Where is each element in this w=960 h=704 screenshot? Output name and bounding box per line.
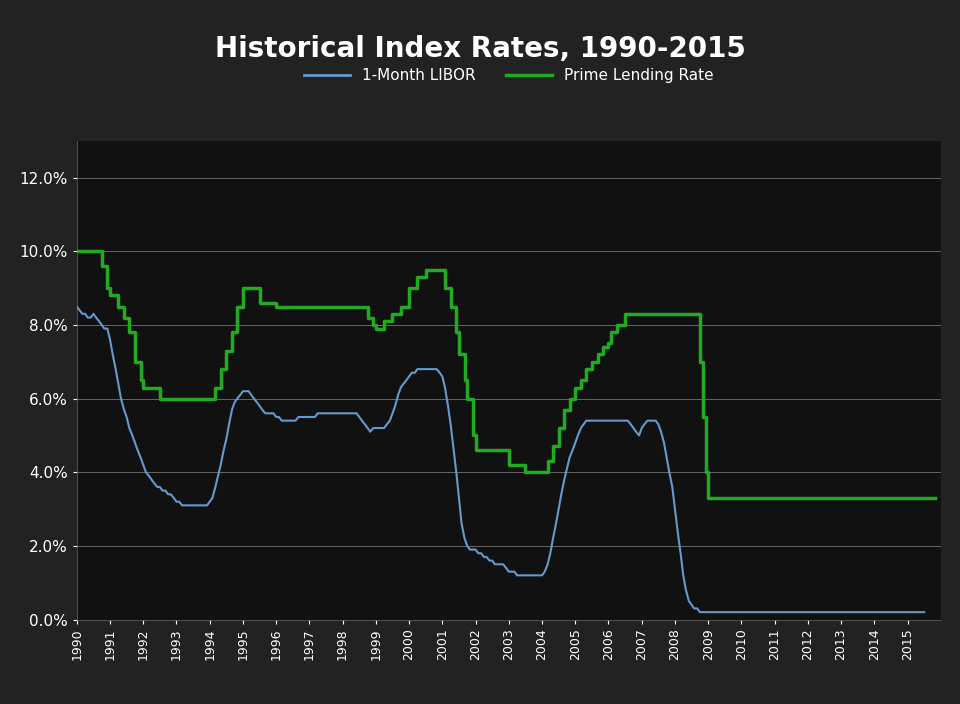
Text: Historical Index Rates, 1990-2015: Historical Index Rates, 1990-2015 xyxy=(215,35,745,63)
Legend: 1-Month LIBOR, Prime Lending Rate: 1-Month LIBOR, Prime Lending Rate xyxy=(298,62,720,89)
